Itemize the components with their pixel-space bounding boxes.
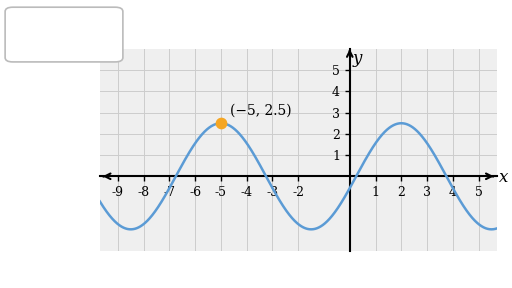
Text: x: x xyxy=(499,169,508,186)
Point xyxy=(217,121,225,126)
Text: (−5, 2.5): (−5, 2.5) xyxy=(230,103,292,117)
Text: y: y xyxy=(353,50,362,67)
